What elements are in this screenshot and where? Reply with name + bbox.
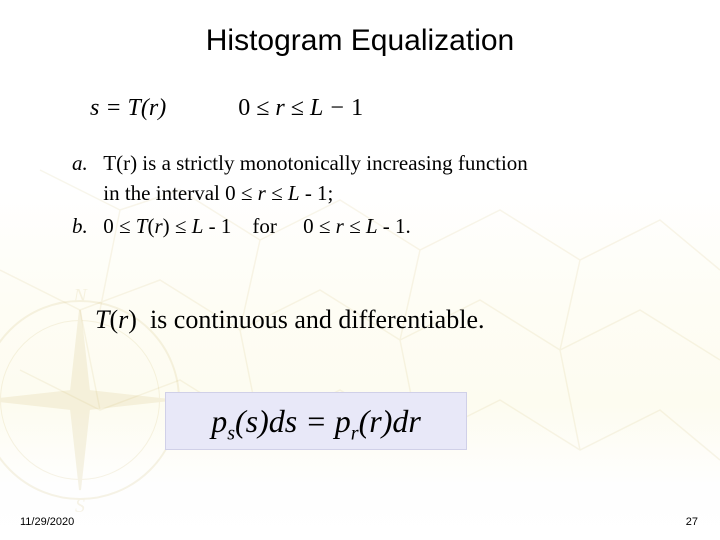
cond-a-line1: T(r) is a strictly monotonically increas…: [103, 151, 528, 175]
conditions-block: a. T(r) is a strictly monotonically incr…: [72, 148, 663, 243]
slide-title: Histogram Equalization: [0, 24, 720, 58]
footer-page-number: 27: [686, 516, 698, 528]
pdf-equation: ps(s)ds = pr(r)dr: [211, 403, 421, 439]
footer-date: 11/29/2020: [20, 516, 74, 528]
condition-a: a. T(r) is a strictly monotonically incr…: [72, 148, 663, 209]
slide-content: Histogram Equalization s = T(r) 0 ≤ r ≤ …: [0, 0, 720, 540]
pdf-equation-box: ps(s)ds = pr(r)dr: [165, 392, 467, 450]
cond-a-line2: in the interval 0 ≤ r ≤ L - 1;: [103, 181, 333, 205]
cond-a-label: a.: [72, 148, 98, 178]
cond-b-text: 0 ≤ T(r) ≤ L - 1 for 0 ≤ r ≤ L - 1.: [103, 211, 663, 241]
eq1-lhs: s = T(r): [90, 95, 166, 121]
eq1-rhs: 0 ≤ r ≤ L − 1: [238, 95, 363, 121]
cond-b-label: b.: [72, 211, 98, 241]
continuity-statement: T(r) is continuous and differentiable.: [95, 305, 484, 335]
condition-b: b. 0 ≤ T(r) ≤ L - 1 for 0 ≤ r ≤ L - 1.: [72, 211, 663, 241]
equation-transform: s = T(r) 0 ≤ r ≤ L − 1: [90, 95, 363, 122]
